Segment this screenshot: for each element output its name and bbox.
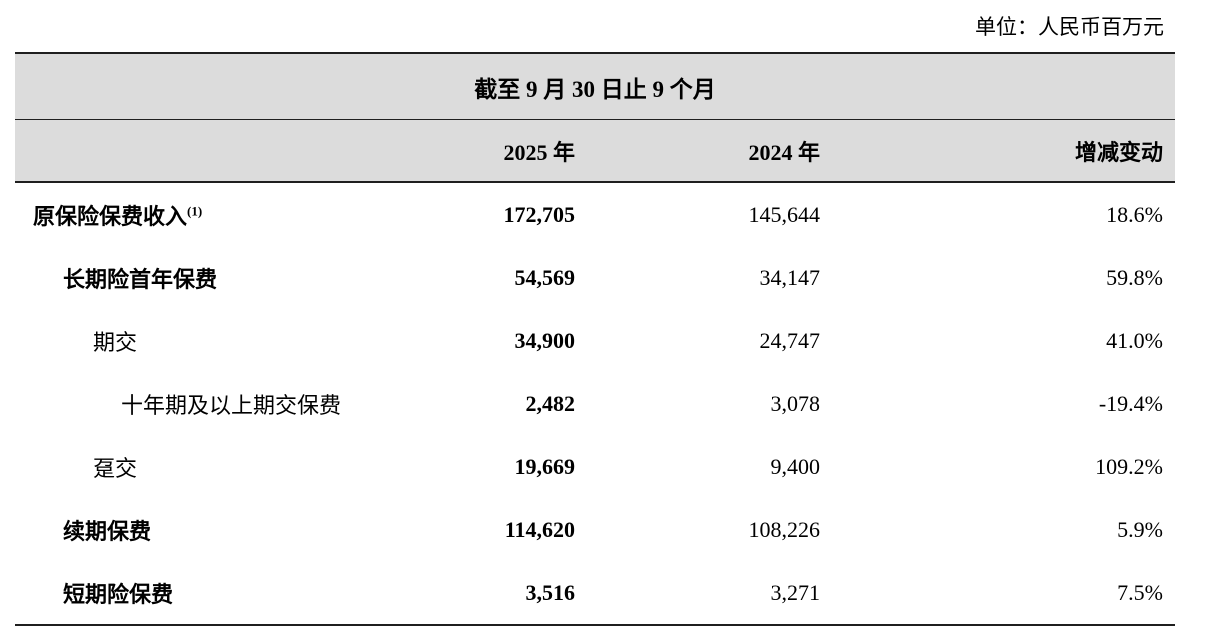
- value-2025: 3,516: [435, 561, 575, 626]
- period-header-row: 截至 9 月 30 日止 9 个月: [15, 52, 1175, 120]
- row-label-text: 期交: [93, 329, 138, 355]
- row-label: 趸交: [15, 435, 435, 498]
- row-label: 短期险保费: [15, 561, 435, 626]
- value-2025: 34,900: [514, 327, 576, 353]
- table-row: 续期保费 114,620 108,226 5.9%: [15, 498, 1175, 561]
- value-2025: 172,705: [503, 201, 576, 227]
- row-label-text: 短期险保费: [63, 581, 174, 607]
- value-change: 5.9%: [1117, 516, 1163, 542]
- column-header-change: 增减变动: [820, 119, 1175, 183]
- value-2024: 24,747: [759, 327, 821, 353]
- row-label-text: 原保险保费收入: [33, 203, 188, 229]
- premium-income-table: 截至 9 月 30 日止 9 个月 2025 年 2024 年 增减变动 原保险…: [15, 52, 1175, 626]
- value-change: 41.0%: [1106, 327, 1163, 353]
- row-label: 十年期及以上期交保费: [15, 372, 435, 435]
- table-row: 长期险首年保费 54,569 34,147 59.8%: [15, 246, 1175, 309]
- table-row: 短期险保费 3,516 3,271 7.5%: [15, 561, 1175, 626]
- row-label: 续期保费: [15, 498, 435, 561]
- value-2025: 19,669: [514, 453, 576, 479]
- value-2024: 3,271: [575, 561, 820, 626]
- table-row: 趸交 19,669 9,400 109.2%: [15, 435, 1175, 498]
- column-header-2024: 2024 年: [575, 119, 820, 183]
- value-change: 59.8%: [1106, 264, 1163, 290]
- table-row: 期交 34,900 24,747 41.0%: [15, 309, 1175, 372]
- value-change: -19.4%: [1098, 390, 1163, 416]
- row-label: 期交: [15, 309, 435, 372]
- value-change: 18.6%: [1106, 201, 1163, 227]
- value-2024: 9,400: [770, 453, 821, 479]
- unit-note: 单位：人民币百万元: [975, 15, 1164, 39]
- period-header: 截至 9 月 30 日止 9 个月: [15, 52, 1175, 120]
- column-header-empty: [15, 119, 435, 183]
- value-2024: 34,147: [759, 264, 821, 290]
- column-header-row: 2025 年 2024 年 增减变动: [15, 119, 1175, 183]
- value-2025: 2,482: [525, 390, 576, 416]
- column-header-2025: 2025 年: [435, 119, 575, 183]
- value-2025: 114,620: [504, 516, 575, 542]
- footnote-marker: (1): [187, 203, 203, 219]
- row-label-text: 十年期及以上期交保费: [121, 392, 342, 418]
- value-2025: 54,569: [514, 264, 576, 290]
- table-row: 原保险保费收入(1) 172,705 145,644 18.6%: [15, 182, 1175, 246]
- table-row: 十年期及以上期交保费 2,482 3,078 -19.4%: [15, 372, 1175, 435]
- row-label-text: 长期险首年保费: [63, 266, 218, 292]
- value-2024: 108,226: [748, 516, 821, 542]
- row-label-text: 趸交: [93, 455, 138, 481]
- value-2024: 3,078: [770, 390, 821, 416]
- row-label: 长期险首年保费: [15, 246, 435, 309]
- table-body: 原保险保费收入(1) 172,705 145,644 18.6% 长期险首年保费 54,5…: [15, 182, 1175, 626]
- row-label-text: 续期保费: [63, 518, 152, 544]
- value-2024: 145,644: [748, 201, 821, 227]
- value-change: 7.5%: [820, 561, 1175, 626]
- value-change: 109.2%: [1095, 453, 1163, 479]
- row-label: 原保险保费收入(1): [15, 182, 435, 246]
